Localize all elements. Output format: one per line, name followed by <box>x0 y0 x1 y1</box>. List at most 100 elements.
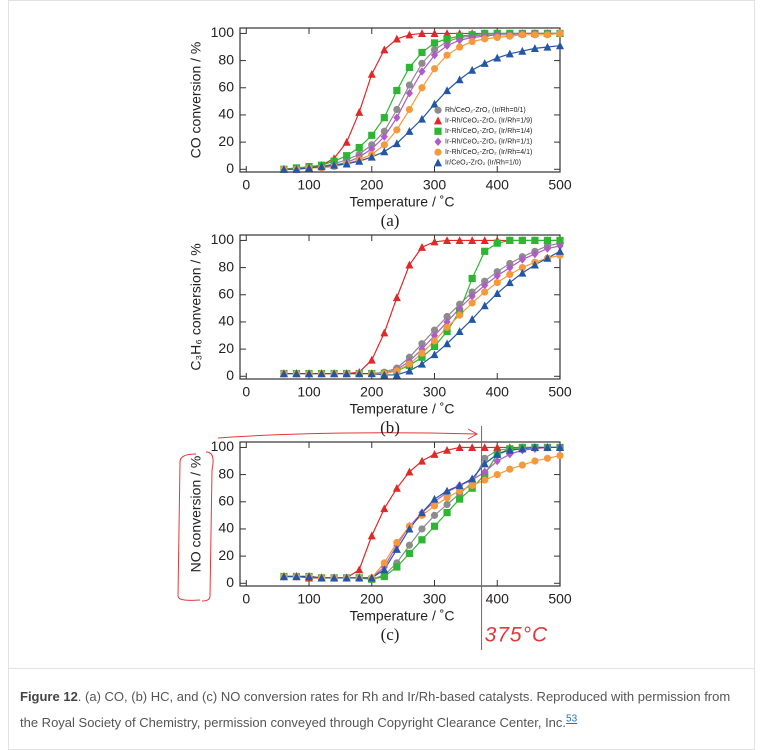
data-point <box>505 278 514 287</box>
legend-label: Ir-Rh/CeO₂-ZrO₂ (Ir/Rh=1/1) <box>445 139 532 146</box>
data-point <box>342 159 351 168</box>
data-point <box>380 559 388 567</box>
data-point <box>430 99 439 108</box>
data-point <box>506 236 514 245</box>
y-axis-title: NO conversion / % <box>188 456 204 573</box>
data-point <box>417 359 426 368</box>
legend-label: Ir-Rh/CeO₂-ZrO₂ (Ir/Rh=1/4) <box>445 128 532 135</box>
data-point <box>405 366 414 375</box>
data-point <box>518 46 527 55</box>
x-axis-title: Temperature / ˚C <box>349 401 454 417</box>
panel-label: (b) <box>380 418 400 437</box>
data-point <box>556 241 564 251</box>
x-tick-label: 500 <box>548 177 572 193</box>
data-point <box>468 65 477 74</box>
data-point <box>455 75 464 84</box>
data-point <box>430 522 439 530</box>
data-point <box>393 563 401 571</box>
data-point <box>456 43 464 51</box>
data-point <box>480 443 489 452</box>
data-point <box>417 114 426 123</box>
data-point <box>443 323 451 331</box>
panel-label: (c) <box>381 625 400 644</box>
data-point <box>493 53 502 62</box>
y-tick-label: 80 <box>218 465 234 481</box>
x-tick-label: 0 <box>242 177 250 193</box>
legend-marker <box>434 137 442 146</box>
panel-label: (a) <box>381 211 400 230</box>
data-point <box>418 353 426 361</box>
data-point <box>493 471 501 479</box>
x-tick-label: 300 <box>423 177 447 193</box>
data-point <box>292 572 301 581</box>
data-point <box>430 326 439 334</box>
data-point <box>481 281 489 290</box>
x-tick-label: 0 <box>242 591 250 607</box>
data-point <box>355 156 364 165</box>
data-point <box>380 565 389 574</box>
y-tick-label: 20 <box>218 133 234 149</box>
data-point <box>456 495 464 503</box>
data-point <box>355 369 364 378</box>
data-point <box>380 127 388 135</box>
y-tick-label: 0 <box>226 574 234 590</box>
data-point <box>506 270 514 278</box>
data-point <box>443 445 452 454</box>
data-point <box>443 486 452 495</box>
data-point <box>392 483 401 492</box>
data-point <box>443 236 452 245</box>
y-tick-label: 0 <box>226 160 234 176</box>
data-point <box>418 344 426 354</box>
data-point <box>405 549 414 557</box>
caption-label: Figure 12 <box>20 689 78 704</box>
legend-label: Rh/CeO₂-ZrO₂ (Ir/Rh=0/1) <box>445 107 526 114</box>
data-point <box>317 573 326 582</box>
data-point <box>518 268 527 277</box>
data-point <box>456 36 464 45</box>
data-point <box>456 311 464 319</box>
y-tick-label: 40 <box>218 106 234 122</box>
y-tick-label: 60 <box>218 492 234 508</box>
data-point <box>380 45 389 54</box>
data-point <box>393 86 401 95</box>
data-point <box>355 108 364 116</box>
data-point <box>443 500 451 509</box>
data-point <box>468 37 476 46</box>
data-point <box>392 545 401 553</box>
y-tick-label: 20 <box>218 547 234 563</box>
data-point <box>493 450 502 458</box>
data-point <box>468 474 477 483</box>
y-tick-label: 0 <box>226 367 234 383</box>
y-axis-title: CO conversion / % <box>188 42 204 159</box>
data-point <box>430 50 439 60</box>
data-point <box>392 34 401 43</box>
data-point <box>380 141 388 149</box>
x-tick-label: 500 <box>548 591 572 607</box>
data-point <box>430 511 439 519</box>
data-point <box>330 161 339 169</box>
data-point <box>405 105 414 114</box>
data-point <box>380 504 389 513</box>
caption-text: . (a) CO, (b) HC, and (c) NO conversion … <box>20 689 731 730</box>
y-tick-label: 40 <box>218 313 234 329</box>
legend-marker <box>434 116 442 125</box>
data-point <box>556 41 564 50</box>
x-tick-label: 200 <box>360 177 384 193</box>
data-point <box>367 69 376 78</box>
data-point <box>305 163 314 172</box>
data-point <box>456 487 464 495</box>
data-point <box>393 538 401 547</box>
data-point <box>380 572 388 581</box>
data-point <box>367 369 376 378</box>
data-point <box>506 450 514 459</box>
data-point <box>355 143 363 152</box>
data-point <box>430 65 439 73</box>
data-point <box>405 360 414 368</box>
data-point <box>456 304 464 313</box>
reference-link[interactable]: 53 <box>566 713 578 725</box>
y-tick-label: 100 <box>211 438 235 454</box>
data-point <box>468 315 477 323</box>
legend-label: Ir-Rh/CeO₂-ZrO₂ (Ir/Rh=4/1) <box>445 149 532 156</box>
data-point <box>393 126 401 134</box>
